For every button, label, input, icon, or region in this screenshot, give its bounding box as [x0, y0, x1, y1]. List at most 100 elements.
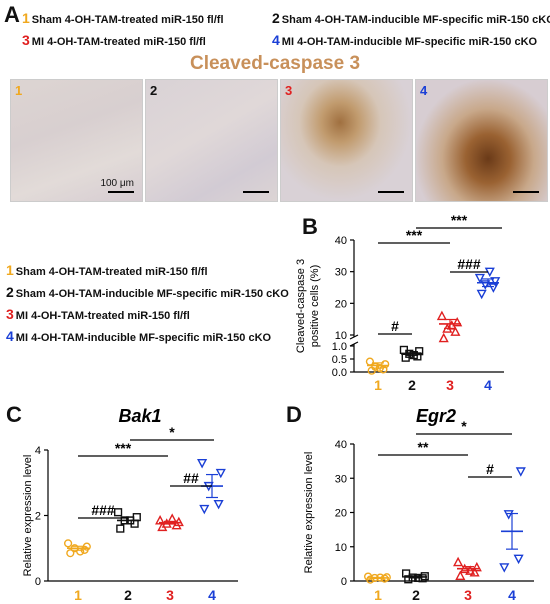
x-tick-label: 4: [484, 377, 492, 393]
data-point: [199, 504, 210, 515]
data-point: [438, 332, 449, 343]
y-axis-label: Relative expression level: [303, 452, 315, 574]
data-point: [113, 508, 123, 517]
x-tick-label: 2: [124, 587, 132, 603]
y-tick-label: 10: [335, 330, 347, 342]
data-point: [488, 283, 499, 293]
y-tick-label: 40: [335, 439, 347, 451]
micrograph-2: 2: [145, 79, 278, 202]
y-tick-label: 0: [341, 576, 347, 588]
x-tick-label: 1: [74, 587, 82, 603]
y-tick-label: 20: [335, 508, 347, 520]
data-point: [365, 357, 375, 366]
y-tick-label: 30: [335, 267, 347, 279]
panel-label-a: A: [4, 2, 20, 27]
data-point: [213, 499, 224, 510]
chart-title: Bak1: [118, 406, 161, 426]
x-tick-label: 1: [374, 587, 382, 603]
data-point: [132, 513, 141, 522]
data-point: [515, 467, 526, 477]
sig-bracket-1-label: **: [418, 439, 429, 455]
sig-bracket-1-label: ***: [115, 440, 132, 456]
x-tick-label: 4: [508, 587, 516, 603]
scale-bar-label: 100 μm: [100, 178, 134, 189]
axis-break: [349, 341, 359, 347]
data-point: [450, 326, 461, 336]
scale-bar: [513, 191, 539, 193]
data-point: [452, 316, 463, 327]
data-point: [436, 310, 447, 321]
x-tick-label: 2: [412, 587, 420, 603]
axis-break: [349, 334, 359, 340]
panel-label-d: D: [286, 402, 302, 427]
data-point: [480, 280, 491, 290]
micrograph-4: 4: [415, 79, 548, 202]
y-tick-label: 4: [35, 445, 41, 457]
y-tick-label: 0.0: [332, 367, 347, 379]
sig-bracket-1-2-label: #: [391, 318, 399, 334]
legend-mid-3: 3 MI 4-OH-TAM-treated miR-150 fl/fl: [6, 306, 190, 322]
data-point: [197, 459, 208, 469]
y-tick-label: 10: [335, 542, 347, 554]
data-point: [490, 277, 501, 287]
y-tick-label: 0.5: [332, 354, 347, 366]
y-tick-label: 20: [335, 298, 347, 310]
data-point: [476, 289, 487, 300]
sig-bracket-0-label: *: [461, 418, 467, 434]
x-tick-label: 3: [464, 587, 472, 603]
y-tick-label: 2: [35, 511, 41, 523]
x-tick-label: 4: [208, 587, 216, 603]
sig-bracket-2-4-label: ***: [451, 212, 468, 228]
data-point: [63, 539, 73, 548]
data-point: [155, 515, 166, 525]
scale-bar: [108, 191, 134, 193]
legend-mid-1: 1 Sham 4-OH-TAM-treated miR-150 fl/fl: [6, 262, 208, 278]
y-axis-label: Relative expression level: [22, 455, 34, 577]
data-point: [453, 556, 464, 567]
y-axis-label-line2: positive cells (%): [309, 265, 321, 348]
data-point: [363, 572, 373, 581]
data-point: [404, 575, 413, 584]
scale-bar: [243, 191, 269, 193]
data-point: [499, 563, 510, 573]
sig-bracket-3-4-label: ###: [457, 256, 481, 272]
micrograph-1: 1 100 μm: [10, 79, 143, 202]
x-tick-label: 3: [446, 377, 454, 393]
scale-bar: [378, 191, 404, 193]
panel-label-b: B: [302, 214, 318, 239]
data-point: [474, 273, 485, 284]
y-tick-label: 0: [35, 576, 41, 588]
x-tick-label: 2: [408, 377, 416, 393]
chart-title: Egr2: [416, 406, 456, 426]
legend-mid-2: 2 Sham 4-OH-TAM-inducible MF-specific miR…: [6, 284, 289, 300]
micrograph-3: 3: [280, 79, 413, 202]
legend-mid-4: 4 MI 4-OH-TAM-inducible MF-specific miR-1…: [6, 328, 272, 344]
data-point: [455, 570, 466, 580]
y-tick-label: 30: [335, 473, 347, 485]
sig-bracket-2-label: #: [486, 461, 494, 477]
y-tick-label: 40: [335, 235, 347, 247]
data-point: [471, 561, 482, 572]
legend-top-2: 2 Sham 4-OH-TAM-inducible MF-specific miR…: [272, 10, 550, 26]
x-tick-label: 3: [166, 587, 174, 603]
data-point: [173, 516, 184, 527]
y-tick-label: 1.0: [332, 341, 347, 353]
sig-bracket-2-label: ##: [183, 470, 199, 486]
image-title: Cleaved-caspase 3: [189, 53, 361, 74]
legend-top-4: 4 MI 4-OH-TAM-inducible MF-specific miR-1…: [272, 32, 538, 48]
data-point: [503, 510, 514, 520]
y-axis-label-line1: Cleaved-caspase 3: [295, 259, 307, 353]
legend-top-1: 1 Sham 4-OH-TAM-treated miR-150 fl/fl: [22, 10, 224, 26]
chart-b: 10 20 30 40 0.00.51.0 Cleaved-caspase 3 positi…: [295, 212, 504, 393]
data-point: [116, 524, 125, 533]
sig-bracket-0-label: *: [169, 424, 175, 440]
data-point: [215, 468, 226, 479]
data-point: [381, 360, 390, 369]
legend-top-3: 3 MI 4-OH-TAM-treated miR-150 fl/fl: [22, 32, 206, 48]
panel-label-c: C: [6, 402, 22, 427]
x-tick-label: 1: [374, 377, 382, 393]
data-point: [513, 554, 524, 565]
data-point: [66, 549, 75, 558]
